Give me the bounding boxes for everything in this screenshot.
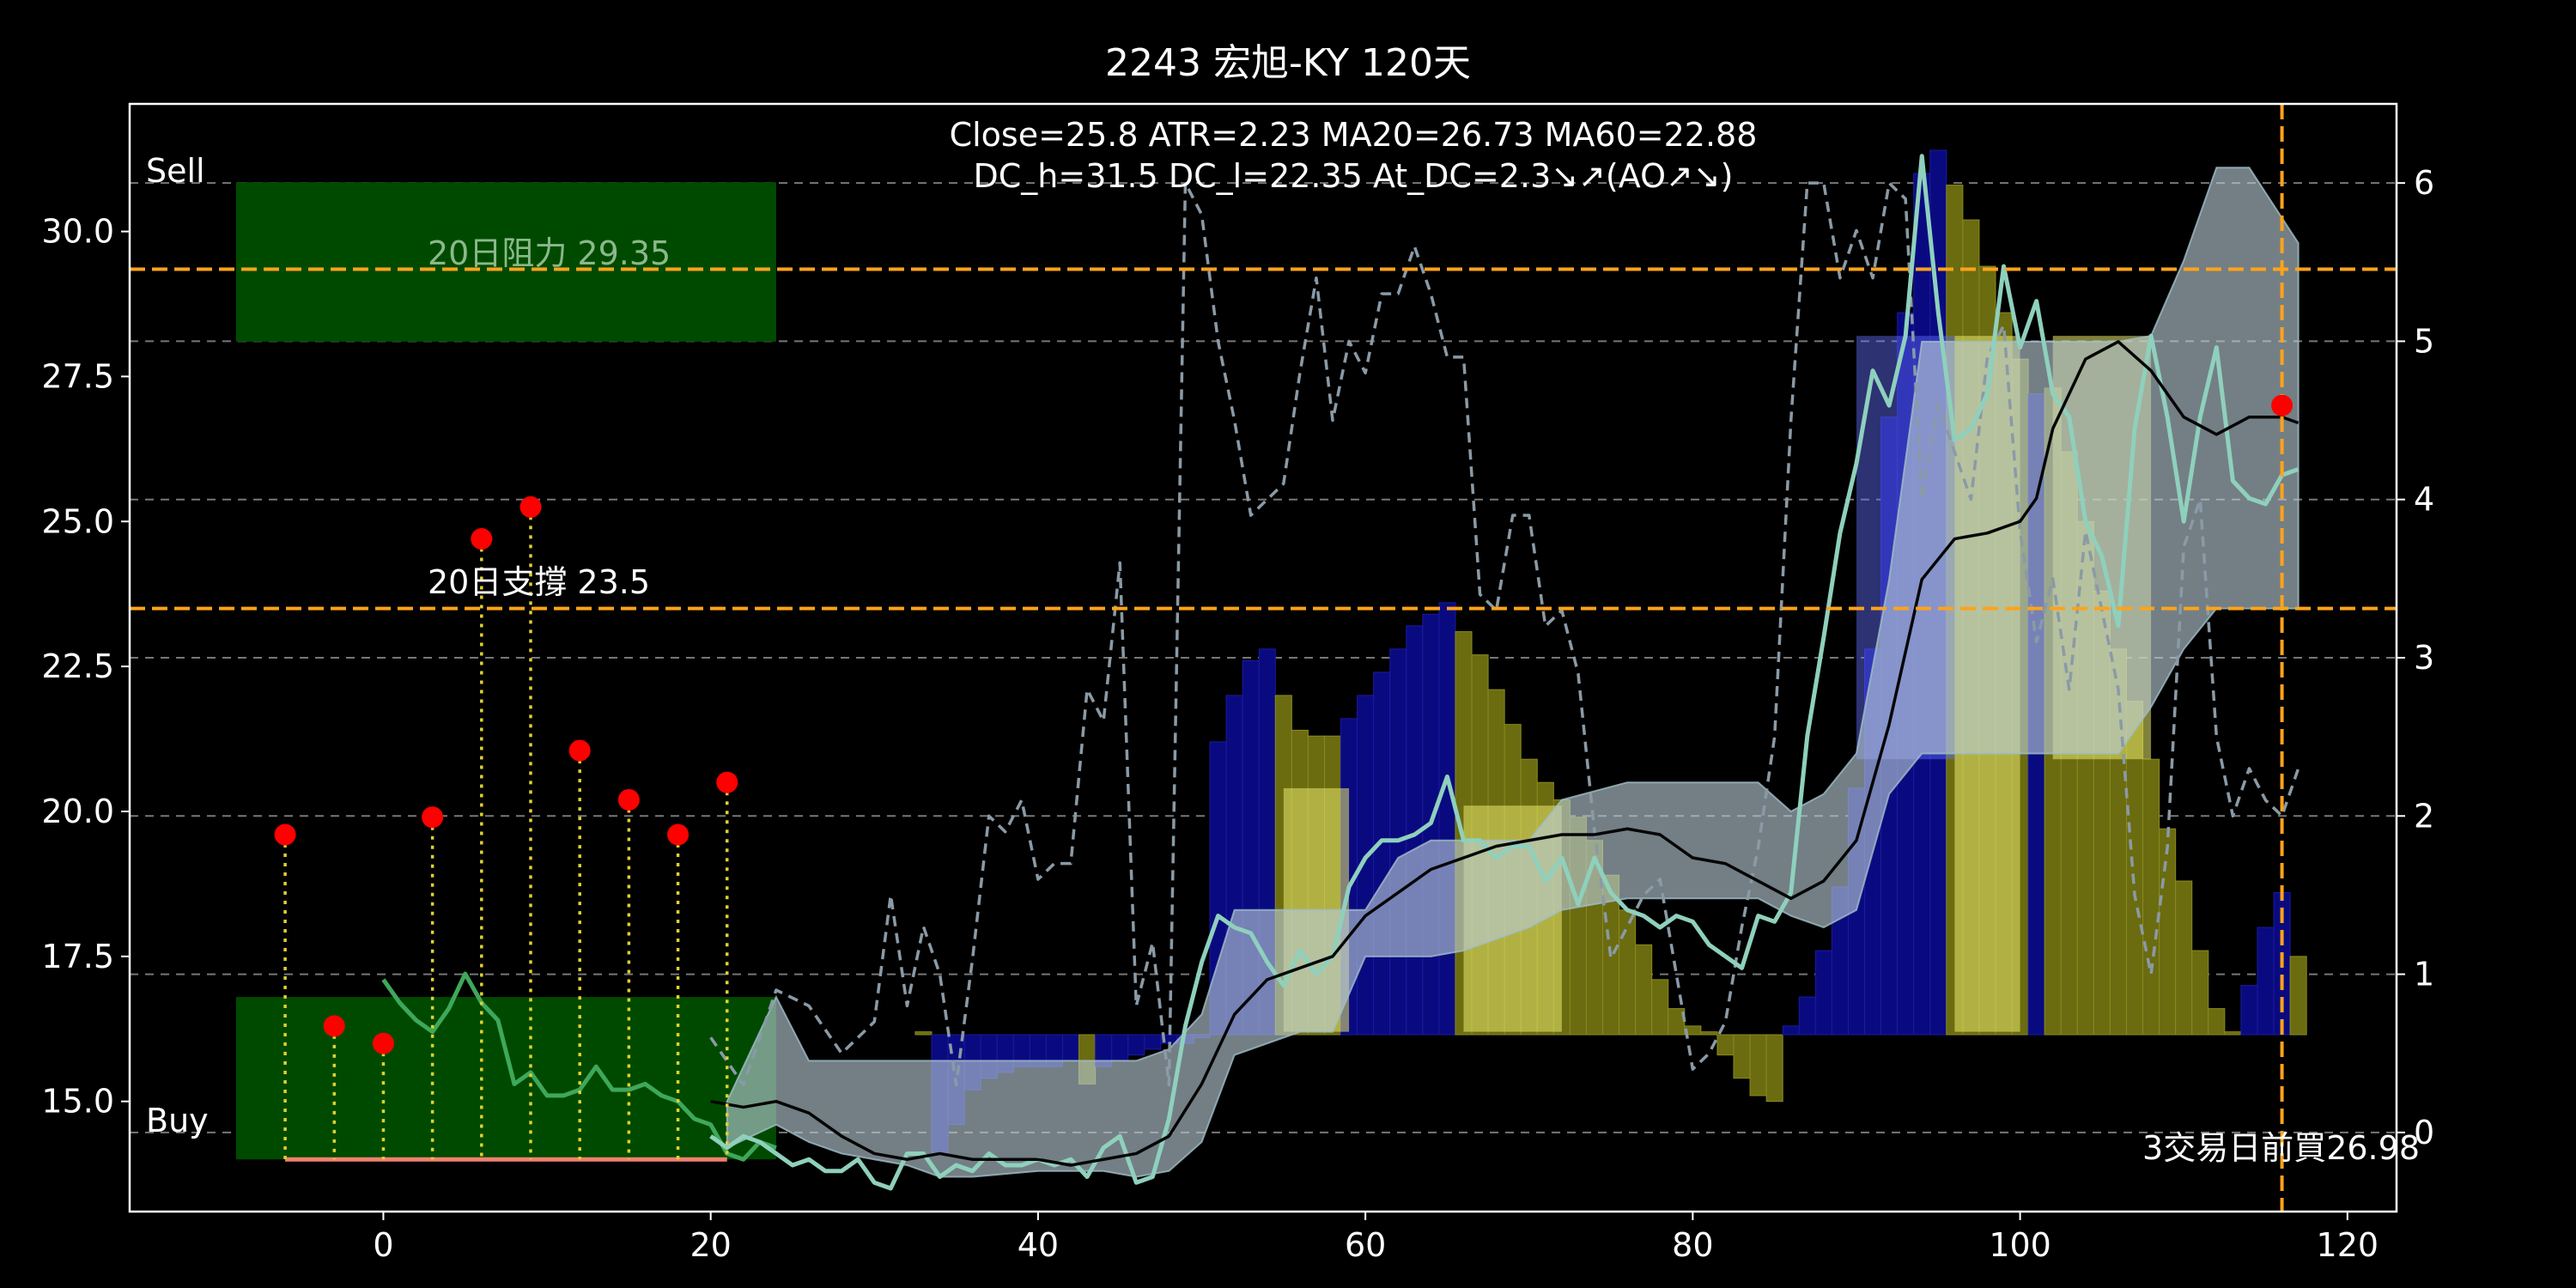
buy-zone (235, 997, 776, 1160)
chart-title: 2243 宏旭-KY 120天 (1105, 41, 1471, 85)
ao-bar-84 (2289, 956, 2307, 1036)
signal-point-2 (372, 1032, 394, 1054)
signal-point-10 (2271, 394, 2293, 416)
level-lines (130, 104, 2397, 1212)
info-line-2: DC_h=31.5 DC_l=22.35 At_DC=2.3↘↗(AO↗↘) (973, 157, 1733, 195)
ao-bar-48 (1700, 1031, 1718, 1036)
sell-label: Sell (146, 152, 205, 190)
signal-points (274, 394, 2293, 1160)
y-left-tick-label-30: 30.0 (41, 213, 114, 251)
x-tick-label-120: 120 (2317, 1226, 2379, 1264)
sell-zone (235, 182, 776, 342)
ao-bar-49 (1716, 1034, 1735, 1056)
last-buy-label: 3交易日前買26.98 (2142, 1129, 2420, 1167)
resistance-label: 20日阻力 29.35 (428, 234, 671, 272)
y-left-tick-label-27.5: 27.5 (41, 357, 114, 395)
ao-bar-53 (1782, 1025, 1800, 1036)
x-tick-label-0: 0 (373, 1226, 393, 1264)
buy-label: Buy (146, 1102, 209, 1139)
ao-bar-12 (1111, 1034, 1129, 1061)
signal-point-8 (667, 823, 690, 846)
signal-point-5 (519, 495, 542, 518)
x-tick-label-60: 60 (1345, 1226, 1386, 1264)
signal-point-9 (716, 771, 738, 793)
ao-bar-50 (1733, 1034, 1751, 1079)
y-right-tick-label-3: 3 (2414, 639, 2434, 677)
x-tick-label-40: 40 (1018, 1226, 1059, 1264)
ao-bar-13 (1127, 1034, 1145, 1056)
ao-bar-76 (2159, 828, 2177, 1036)
signal-point-1 (323, 1015, 345, 1037)
ao-bar-32 (1438, 602, 1456, 1036)
y-right-tick-label-2: 2 (2414, 797, 2434, 835)
ao-bar-79 (2208, 1008, 2226, 1036)
series-line-green-left-axis (381, 971, 777, 1162)
series-line-ma-black-left-axis (710, 340, 2300, 1167)
signal-point-4 (471, 528, 493, 550)
ao-bar-82 (2257, 927, 2275, 1036)
ao-bar-51 (1749, 1034, 1767, 1097)
ao-bar-77 (2175, 880, 2193, 1036)
signal-point-6 (568, 739, 591, 762)
ao-bar-75 (2142, 758, 2160, 1036)
y-left-tick-label-15: 15.0 (41, 1083, 114, 1121)
x-tick-label-20: 20 (690, 1226, 731, 1264)
ao-bar-81 (2240, 985, 2258, 1036)
y-right-tick-label-4: 4 (2414, 481, 2434, 519)
signal-point-3 (422, 806, 444, 829)
signal-point-0 (274, 823, 296, 846)
ao-bar-52 (1765, 1034, 1783, 1103)
y-left-tick-label-17.5: 17.5 (41, 938, 114, 975)
ao-bar-44 (1635, 944, 1653, 1036)
y-right-tick-label-1: 1 (2414, 956, 2434, 993)
y-right-tick-label-6: 6 (2414, 164, 2434, 202)
ao-bar-78 (2191, 950, 2209, 1036)
y-right-tick-label-0: 0 (2414, 1114, 2434, 1151)
series-lines (381, 154, 2300, 1191)
axes: 0 20 40 60 80 100 12015.017.520.022.525.027.53… (41, 164, 2434, 1264)
y-left-tick-label-25: 25.0 (41, 502, 114, 540)
signal-point-7 (617, 788, 640, 811)
ao-bar-14 (1144, 1034, 1162, 1050)
series-line-teal-left-axis (709, 154, 2300, 1191)
ao-bar-28 (1373, 671, 1391, 1036)
ao-bar-45 (1651, 979, 1669, 1036)
y-right-tick-label-5: 5 (2414, 322, 2434, 360)
info-line-1: Close=25.8 ATR=2.23 MA20=26.73 MA60=22.8… (950, 116, 1758, 154)
y-left-tick-label-22.5: 22.5 (41, 647, 114, 685)
ao-bar-54 (1798, 996, 1816, 1036)
support-label: 20日支撐 23.5 (428, 563, 650, 601)
ao-bar-0 (914, 1031, 933, 1036)
x-tick-label-100: 100 (1989, 1226, 2051, 1264)
y-left-tick-label-20: 20.0 (41, 793, 114, 830)
ao-bar-9 (1061, 1034, 1080, 1061)
ao-bar-43 (1619, 909, 1637, 1036)
ao-bar-80 (2224, 1031, 2242, 1036)
x-tick-label-80: 80 (1672, 1226, 1713, 1264)
ao-bar-55 (1814, 950, 1832, 1036)
